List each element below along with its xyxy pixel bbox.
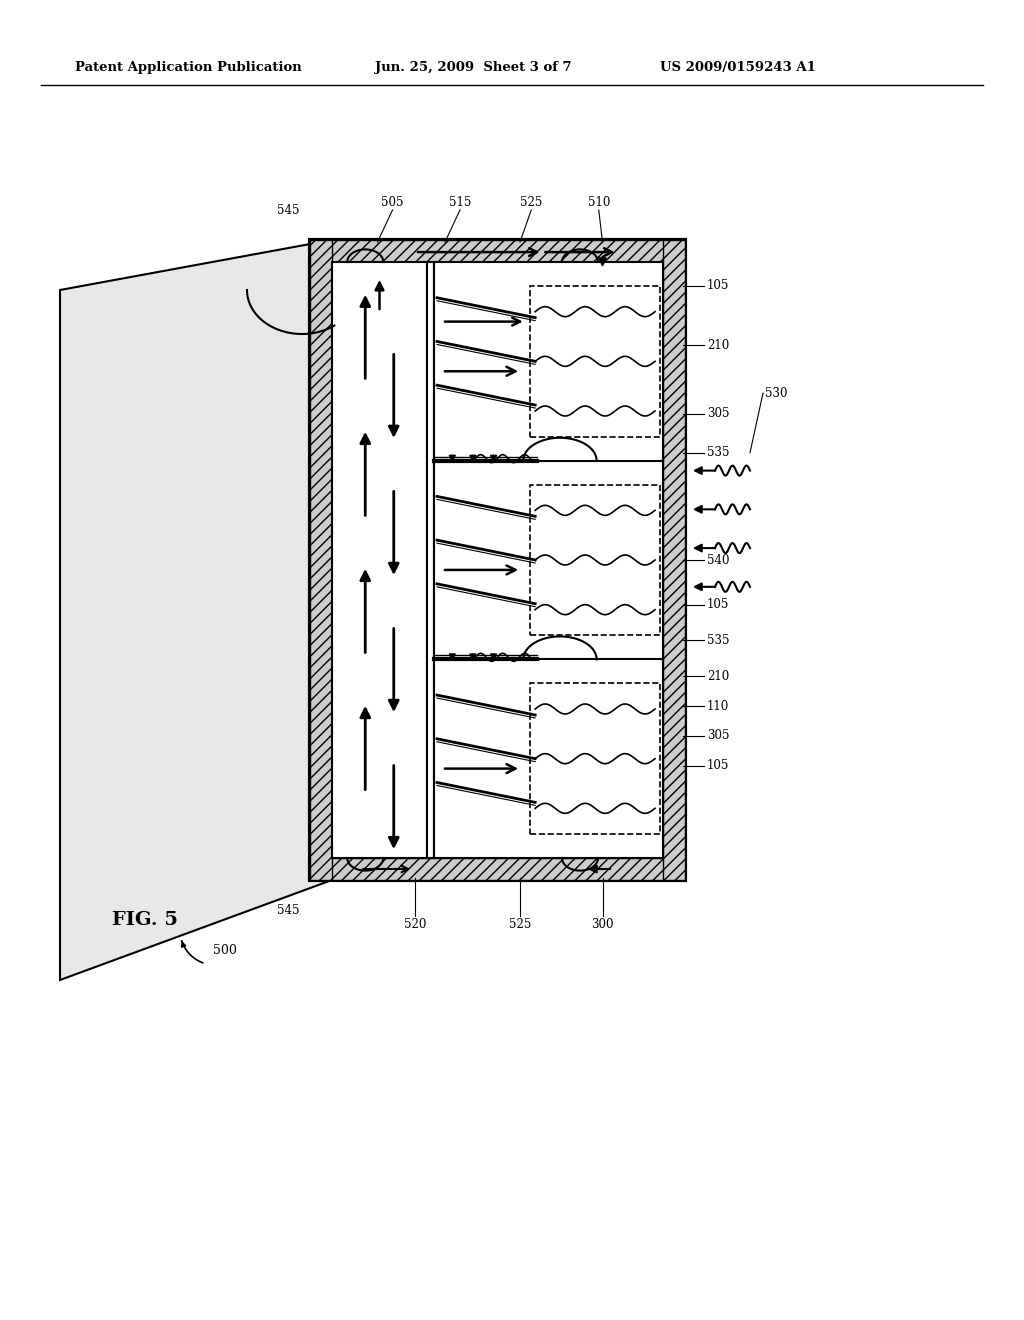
Text: 540: 540 <box>707 553 729 566</box>
Bar <box>310 240 332 880</box>
Text: 210: 210 <box>707 339 729 352</box>
Bar <box>434 261 663 858</box>
Text: 525: 525 <box>520 195 543 209</box>
Text: 535: 535 <box>707 634 729 647</box>
Text: 105: 105 <box>707 280 729 292</box>
Text: 510: 510 <box>588 195 610 209</box>
Text: 530: 530 <box>765 387 787 400</box>
Text: 505: 505 <box>381 195 403 209</box>
Bar <box>427 261 434 858</box>
Text: 105: 105 <box>707 759 729 772</box>
Bar <box>530 484 660 635</box>
Bar <box>310 240 685 261</box>
Bar <box>530 286 660 437</box>
Polygon shape <box>60 240 332 979</box>
Text: Patent Application Publication: Patent Application Publication <box>75 62 302 74</box>
Text: 105: 105 <box>707 598 729 611</box>
Text: 545: 545 <box>278 203 300 216</box>
Text: 210: 210 <box>707 669 729 682</box>
Text: Jun. 25, 2009  Sheet 3 of 7: Jun. 25, 2009 Sheet 3 of 7 <box>375 62 571 74</box>
Text: 535: 535 <box>707 446 729 459</box>
Text: 305: 305 <box>707 730 729 742</box>
Text: FIG. 5: FIG. 5 <box>112 911 178 929</box>
Bar <box>663 240 685 880</box>
Text: 520: 520 <box>403 919 426 932</box>
Text: 525: 525 <box>509 919 531 932</box>
Text: 515: 515 <box>449 195 471 209</box>
Bar <box>332 261 427 858</box>
Text: 300: 300 <box>591 919 613 932</box>
Text: 545: 545 <box>278 903 300 916</box>
Text: 110: 110 <box>707 700 729 713</box>
Text: US 2009/0159243 A1: US 2009/0159243 A1 <box>660 62 816 74</box>
Text: 500: 500 <box>213 944 237 957</box>
Text: 305: 305 <box>707 408 729 421</box>
Bar <box>310 858 685 880</box>
Bar <box>530 684 660 834</box>
Bar <box>310 240 685 880</box>
